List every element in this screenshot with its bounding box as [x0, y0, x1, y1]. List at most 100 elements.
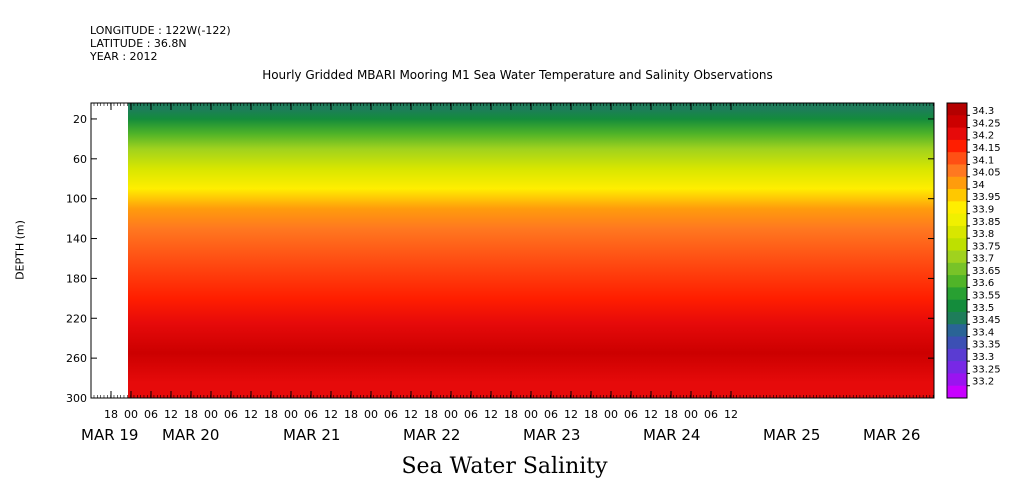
plot-area	[90, 102, 935, 399]
colorbar-swatch	[947, 189, 967, 202]
colorbar-label: 33.5	[972, 303, 994, 314]
x-day-label: MAR 23	[523, 426, 580, 444]
colorbar-label: 34.25	[972, 118, 1001, 129]
x-hour-label: 12	[484, 408, 498, 421]
x-hour-label: 06	[464, 408, 478, 421]
colorbar-swatch	[947, 324, 967, 338]
colorbar-label: 34.1	[972, 155, 994, 166]
colorbar-label: 33.7	[972, 254, 994, 265]
x-hour-label: 06	[624, 408, 638, 421]
colorbar-label: 33.85	[972, 217, 1001, 228]
colorbar-swatch	[947, 152, 967, 165]
x-day-label: MAR 22	[403, 426, 460, 444]
colorbar-swatch	[947, 348, 967, 362]
colorbar-label: 33.75	[972, 241, 1001, 252]
x-hour-label: 00	[444, 408, 458, 421]
x-hour-label: 18	[664, 408, 678, 421]
x-hour-label: 12	[324, 408, 338, 421]
x-hour-label: 00	[124, 408, 138, 421]
colorbar-label: 33.45	[972, 315, 1001, 326]
colorbar-swatch	[947, 176, 967, 190]
colorbar-swatch	[947, 238, 967, 251]
x-hour-label: 18	[504, 408, 518, 421]
x-hour-label: 06	[144, 408, 158, 421]
x-hour-label: 00	[604, 408, 618, 421]
colorbar-label: 34.2	[972, 131, 994, 142]
x-axis: 18 00 06 12 18 00 06 12 18 00 06 12 18 00 06 12 18 00 06 12…	[81, 103, 934, 444]
x-hour-label: 12	[644, 408, 658, 421]
x-hour-label: 06	[224, 408, 238, 421]
y-tick-label: 60	[73, 153, 87, 166]
colorbar-label: 33.35	[972, 340, 1001, 351]
x-hour-label: 00	[524, 408, 538, 421]
colorbar-swatch	[947, 311, 967, 325]
colorbar-label: 34.05	[972, 168, 1001, 179]
y-tick-label: 140	[66, 233, 87, 246]
colorbar-label: 33.9	[972, 204, 994, 215]
x-hour-label: 12	[564, 408, 578, 421]
y-axis: 20 60 100 140 180 220 260 300	[66, 113, 934, 405]
colorbar-swatch	[947, 361, 967, 374]
plot-frame	[90, 102, 935, 399]
x-hour-label: 18	[344, 408, 358, 421]
x-hour-label: 12	[244, 408, 258, 421]
x-hour-label: 18	[264, 408, 278, 421]
colorbar-label: 33.2	[972, 377, 994, 388]
no-data-region	[91, 103, 128, 398]
x-hour-label: 18	[424, 408, 438, 421]
year-text: YEAR : 2012	[90, 50, 158, 63]
metadata-block: LONGITUDE : 122W(-122) LATITUDE : 36.8N …	[90, 24, 231, 63]
x-hour-label: 18	[104, 408, 118, 421]
x-hour-label: 06	[704, 408, 718, 421]
colorbar-swatch	[947, 275, 967, 288]
longitude-text: LONGITUDE : 122W(-122)	[90, 24, 231, 37]
colorbar-label: 34.15	[972, 143, 1001, 154]
x-day-label: MAR 25	[763, 426, 820, 444]
colorbar-label: 33.25	[972, 364, 1001, 375]
x-day-label: MAR 24	[643, 426, 700, 444]
x-day-label: MAR 21	[283, 426, 340, 444]
colorbar-swatch	[947, 287, 967, 301]
colorbar-swatch	[947, 373, 967, 387]
y-tick-label: 220	[66, 312, 87, 325]
x-hour-label: 06	[384, 408, 398, 421]
y-tick-label: 180	[66, 272, 87, 285]
colorbar-swatch	[947, 213, 967, 227]
colorbar-label: 33.55	[972, 291, 1001, 302]
x-day-label: MAR 20	[162, 426, 219, 444]
x-hour-label: 18	[184, 408, 198, 421]
colorbar-swatch	[947, 299, 967, 313]
colorbar-swatch	[947, 336, 967, 350]
salinity-field	[128, 103, 934, 398]
x-hour-label: 00	[284, 408, 298, 421]
y-tick-label: 260	[66, 352, 87, 365]
y-tick-label: 300	[66, 392, 87, 405]
latitude-text: LATITUDE : 36.8N	[90, 37, 187, 50]
y-tick-label: 20	[73, 113, 87, 126]
colorbar-swatch	[947, 225, 967, 239]
x-day-label: MAR 26	[863, 426, 920, 444]
colorbar-swatch	[947, 250, 967, 264]
x-hour-label: 12	[724, 408, 738, 421]
colorbar-swatch	[947, 127, 967, 141]
colorbar-label: 33.4	[972, 327, 994, 338]
colorbar-swatch	[947, 103, 967, 116]
colorbar-label: 33.65	[972, 266, 1001, 277]
colorbar-label: 33.8	[972, 229, 994, 240]
colorbar-swatch	[947, 385, 967, 399]
footer-label: Sea Water Salinity	[401, 454, 608, 479]
colorbar-label: 34	[972, 180, 985, 191]
chart-title: Hourly Gridded MBARI Mooring M1 Sea Wate…	[262, 68, 773, 82]
x-hour-label: 12	[164, 408, 178, 421]
x-hour-label: 00	[684, 408, 698, 421]
colorbar-swatch	[947, 115, 967, 129]
y-tick-label: 100	[66, 193, 87, 206]
colorbar-label: 33.3	[972, 352, 994, 363]
colorbar-label: 33.95	[972, 192, 1001, 203]
x-hour-label: 12	[404, 408, 418, 421]
x-hour-label: 00	[364, 408, 378, 421]
colorbar-label: 34.3	[972, 106, 994, 117]
x-hour-label: 00	[204, 408, 218, 421]
